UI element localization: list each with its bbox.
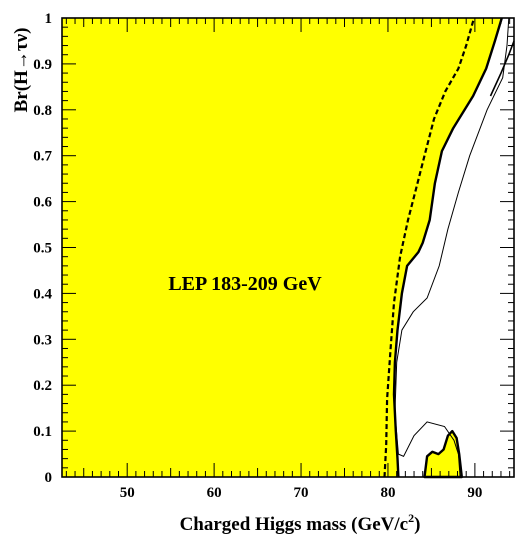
y-tick-label: 0.6 <box>33 195 52 211</box>
y-tick-label: 0.7 <box>33 149 52 165</box>
x-tick-label: 80 <box>380 485 395 501</box>
observed-limit-line <box>392 17 503 478</box>
y-tick-label: 0.9 <box>33 57 52 73</box>
y-tick-label: 0.4 <box>33 286 52 302</box>
expected-limit-line <box>383 17 476 478</box>
x-tick-label: 70 <box>294 485 309 501</box>
right-limit-line <box>489 40 515 97</box>
excluded-region <box>62 18 502 477</box>
excluded-island <box>423 429 463 479</box>
axis-ticks: 50 60 70 80 90 0 0.1 0.2 0.3 0.4 0.5 0.6 0.7 0.8 0.9 1 <box>33 11 514 501</box>
y-tick-label: 0 <box>45 470 53 486</box>
x-axis-title: Charged Higgs mass (GeV/c2) <box>180 511 421 535</box>
y-tick-label: 0.5 <box>33 241 52 257</box>
y-tick-label: 0.3 <box>33 332 52 348</box>
y-tick-label: 0.8 <box>33 103 52 119</box>
y-tick-label: 0.2 <box>33 378 52 394</box>
x-tick-label: 60 <box>207 485 222 501</box>
x-tick-label: 50 <box>120 485 135 501</box>
thin-limit-line <box>394 17 510 478</box>
plot-area <box>62 17 515 479</box>
y-axis-title: Br(H→τν) <box>11 28 32 113</box>
x-tick-label: 90 <box>467 485 482 501</box>
y-tick-label: 0.1 <box>33 424 52 440</box>
annotation-label: LEP 183-209 GeV <box>168 273 322 295</box>
y-tick-label: 1 <box>45 11 53 27</box>
